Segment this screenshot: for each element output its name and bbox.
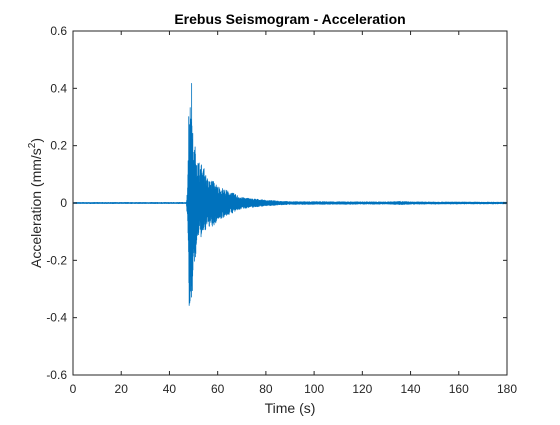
- y-tick-label: -0.2: [46, 253, 67, 267]
- x-tick-label: 140: [401, 382, 421, 396]
- chart-title: Erebus Seismogram - Acceleration: [174, 11, 405, 27]
- y-tick-label: 0.4: [50, 81, 67, 95]
- x-axis-label: Time (s): [265, 400, 316, 416]
- y-ticks: -0.6 -0.4 -0.2 0 0.2 0.4 0.6: [46, 24, 507, 382]
- x-tick-label: 180: [497, 382, 517, 396]
- y-axis-label: Acceleration (mm/s2): [27, 138, 44, 268]
- y-tick-label: 0.6: [50, 24, 67, 38]
- x-tick-label: 20: [115, 382, 129, 396]
- x-tick-label: 80: [259, 382, 273, 396]
- y-tick-label: -0.6: [46, 368, 67, 382]
- x-tick-label: 120: [352, 382, 372, 396]
- y-tick-label: 0.2: [50, 139, 67, 153]
- y-tick-label: 0: [60, 196, 67, 210]
- seismogram-trace: [72, 83, 508, 306]
- y-tick-label: -0.4: [46, 311, 67, 325]
- x-ticks: 0 20 40 60 80 100 120 140 160 180: [70, 31, 517, 396]
- x-tick-label: 60: [211, 382, 225, 396]
- x-tick-label: 100: [304, 382, 324, 396]
- x-tick-label: 40: [163, 382, 177, 396]
- x-tick-label: 0: [70, 382, 77, 396]
- x-tick-label: 160: [449, 382, 469, 396]
- y-axis-label-close: ): [28, 138, 44, 143]
- y-axis-label-main: Acceleration (mm/s: [28, 148, 44, 268]
- y-axis-label-superscript: 2: [27, 142, 38, 148]
- series-layer: [72, 83, 508, 306]
